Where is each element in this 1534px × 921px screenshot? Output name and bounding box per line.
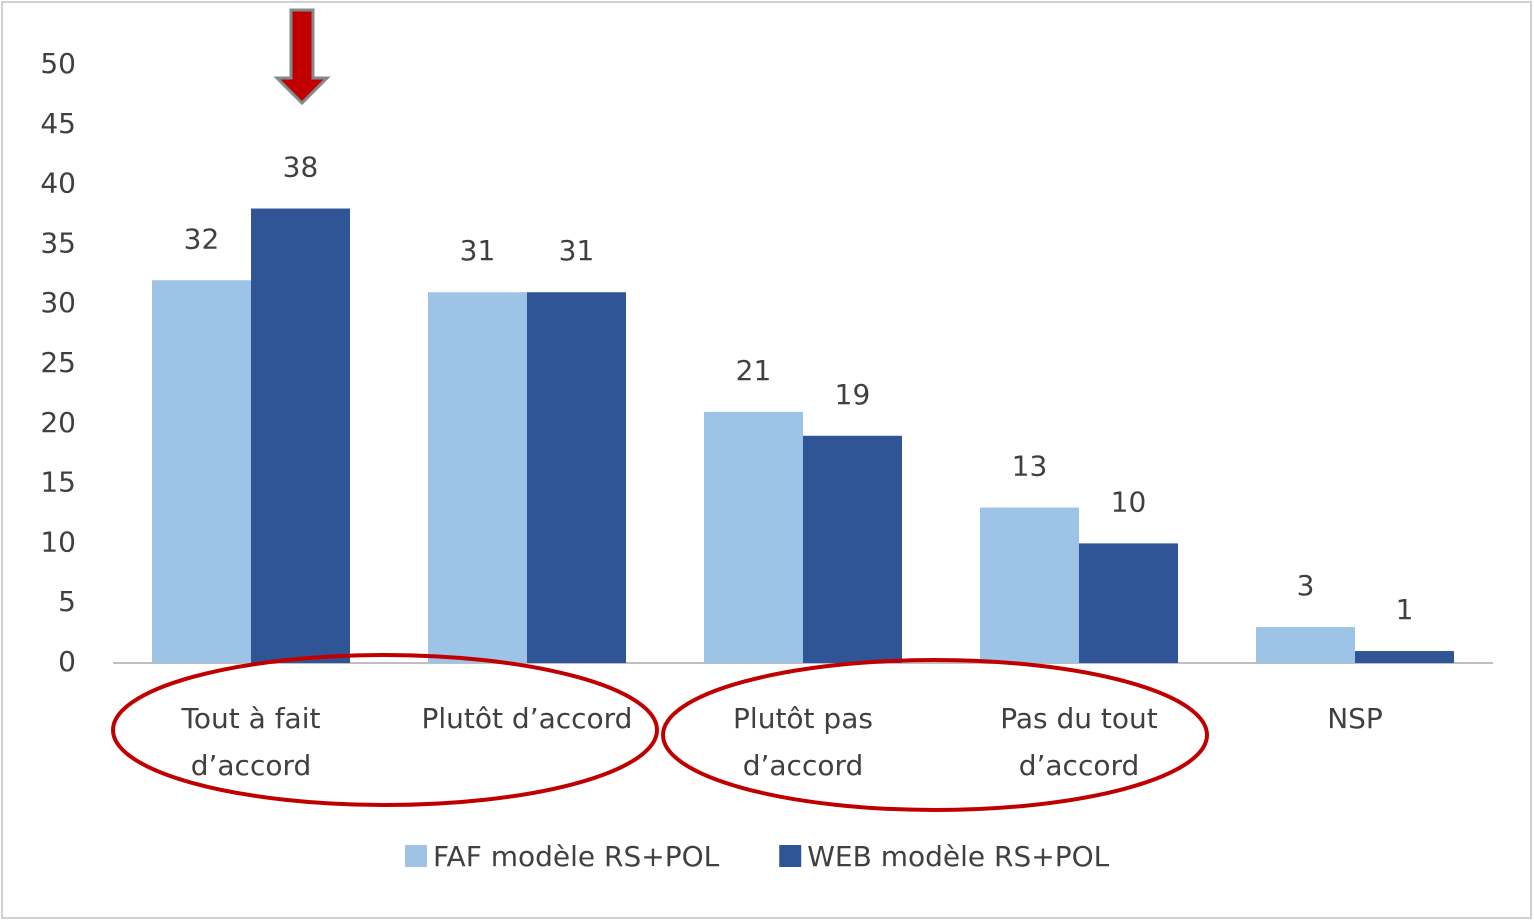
bar (152, 280, 251, 663)
y-tick-label: 5 (58, 585, 76, 618)
y-tick-label: 0 (58, 645, 76, 678)
bar (980, 507, 1079, 663)
data-label: 31 (559, 234, 595, 267)
y-tick-label: 30 (40, 286, 76, 319)
bar (803, 435, 902, 663)
highlight-ellipse (661, 658, 1209, 812)
y-tick-label: 40 (40, 167, 76, 200)
bar (1079, 543, 1178, 663)
data-label: 1 (1396, 593, 1414, 626)
data-label: 38 (283, 151, 319, 184)
y-tick-label: 35 (40, 226, 76, 259)
legend-swatch (779, 845, 802, 867)
y-tick-label: 10 (40, 525, 76, 558)
data-label: 31 (460, 234, 496, 267)
plot: 0 5 10 15 20 25 30 35 40 45 50 Tout à fait d’accord 3… (40, 47, 1493, 873)
data-label: 3 (1297, 569, 1315, 602)
data-label: 32 (184, 222, 220, 255)
y-tick-label: 50 (40, 47, 76, 80)
bar (428, 292, 527, 663)
data-label: 19 (835, 378, 871, 411)
x-tick-label: Plutôt d’accord (422, 702, 633, 735)
x-tick-label: Tout à fait d’accord (181, 702, 321, 782)
bar (1355, 651, 1454, 663)
x-tick-label: NSP (1327, 702, 1383, 735)
y-tick-label: 45 (40, 107, 76, 140)
legend-label: WEB modèle RS+POL (807, 840, 1109, 873)
data-label: 13 (1012, 450, 1048, 483)
data-label: 10 (1111, 485, 1147, 518)
bar (527, 292, 626, 663)
data-label: 21 (736, 354, 772, 387)
legend-swatch (405, 845, 427, 867)
bar (1256, 627, 1355, 663)
y-tick-label: 15 (40, 466, 76, 499)
y-tick-label: 25 (40, 346, 76, 379)
x-tick-label: Plutôt pas d’accord (733, 702, 873, 782)
arrow (273, 8, 331, 106)
bar (704, 411, 803, 663)
bar (251, 208, 350, 663)
y-tick-label: 20 (40, 406, 76, 439)
legend-label: FAF modèle RS+POL (433, 840, 720, 873)
highlight-ellipse (111, 653, 659, 807)
x-tick-label: Pas du tout d’accord (1000, 702, 1158, 782)
